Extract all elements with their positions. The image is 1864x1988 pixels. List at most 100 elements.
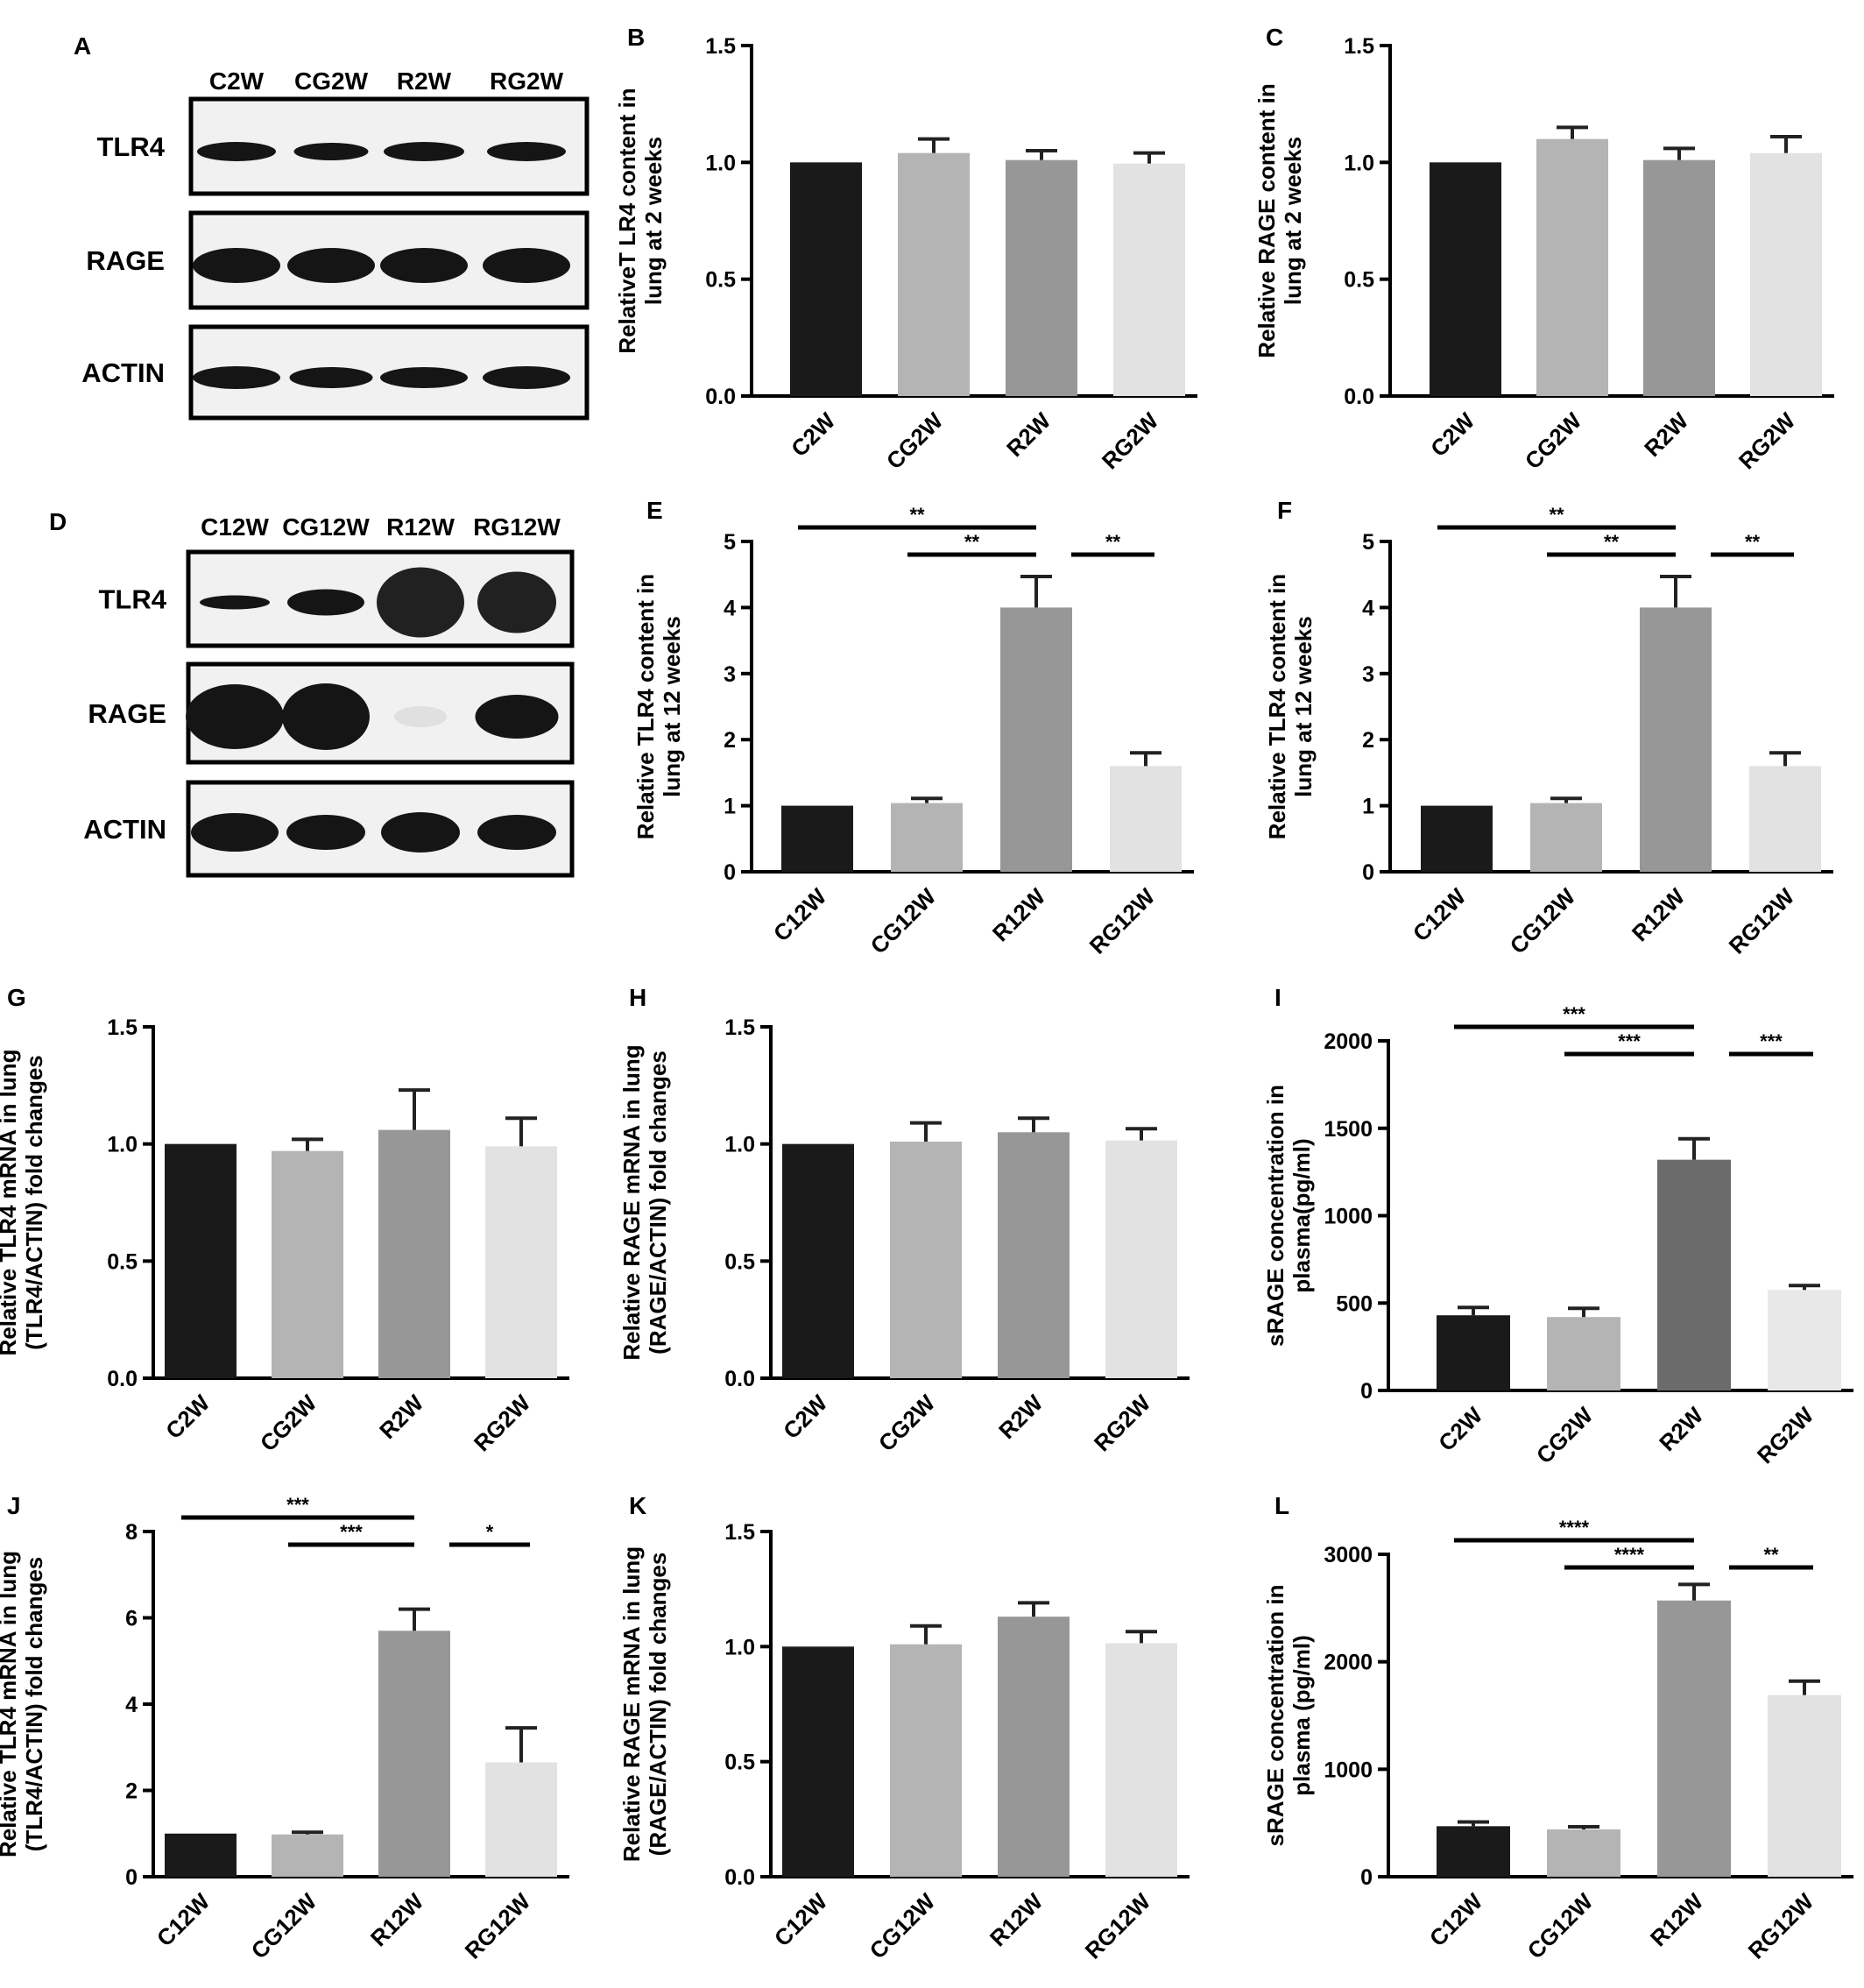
- y-tick-label: 1.0: [1344, 151, 1374, 175]
- significance-label: **: [964, 531, 980, 553]
- bar-cg2w: [890, 1141, 962, 1378]
- y-tick-label: 3: [724, 662, 736, 687]
- blot-band: [287, 248, 375, 283]
- y-axis-title: Relative TLR4 mRNA in lung(TLR4/ACTIN) f…: [0, 1049, 47, 1355]
- y-tick-label: 0: [1360, 1865, 1373, 1890]
- blot-row-label: TLR4: [99, 584, 167, 615]
- y-tick-label: 0: [1360, 1379, 1373, 1404]
- significance-label: ***: [1760, 1030, 1783, 1052]
- x-tick-label: C12W: [1424, 1888, 1488, 1952]
- bar-cg12w: [890, 1644, 962, 1877]
- y-tick-label: 1.0: [724, 1635, 755, 1659]
- x-tick-label: RG2W: [1752, 1402, 1819, 1469]
- x-tick-label: CG12W: [865, 883, 942, 959]
- blot-band: [197, 142, 276, 161]
- blot-band: [380, 367, 468, 388]
- y-axis-title-line: plasma (pg/ml): [1289, 1635, 1315, 1795]
- y-tick-label: 0.5: [107, 1249, 138, 1274]
- y-axis-title-line: Relative TLR4 mRNA in lung: [0, 1551, 21, 1857]
- significance-label: **: [1763, 1544, 1779, 1566]
- bar-c2w: [1437, 1315, 1510, 1390]
- bar-c12w: [165, 1833, 237, 1877]
- y-axis-title-line: sRAGE concentration in: [1262, 1584, 1289, 1846]
- x-tick-label: RG2W: [1089, 1390, 1156, 1457]
- significance-label: ****: [1559, 1517, 1590, 1539]
- y-axis-title-line: lung at 12 weeks: [1290, 616, 1317, 797]
- y-tick-label: 3000: [1324, 1543, 1373, 1567]
- x-tick-label: C12W: [769, 1888, 833, 1952]
- x-tick-label: R12W: [1627, 883, 1691, 947]
- blot-band: [394, 706, 447, 727]
- x-tick-label: C2W: [1425, 407, 1479, 462]
- blot-band: [287, 589, 364, 616]
- y-axis-title: sRAGE concentration inplasma (pg/ml): [1262, 1584, 1315, 1846]
- blot-band: [477, 815, 556, 850]
- x-tick-label: CG12W: [865, 1888, 941, 1964]
- bar-r12w: [378, 1631, 450, 1877]
- bar-rg12w: [485, 1762, 557, 1877]
- x-tick-label: CG12W: [246, 1888, 322, 1964]
- x-tick-label: RG12W: [1084, 883, 1161, 959]
- bar-c12w: [1421, 805, 1493, 872]
- y-tick-label: 1.0: [705, 151, 736, 175]
- chart-panel-f: F 0 1 2 3 4 5 Relative TLR4 content inlung at 1…: [1264, 497, 1833, 959]
- y-tick-label: 8: [125, 1520, 138, 1545]
- y-axis-title-line: sRAGE concentration in: [1262, 1085, 1289, 1347]
- bar-r12w: [1000, 607, 1072, 872]
- significance-label: ***: [340, 1521, 363, 1543]
- bar-rg2w: [1768, 1290, 1841, 1390]
- blot-band: [377, 567, 464, 638]
- blot-band: [483, 248, 570, 283]
- x-tick-label: R2W: [1654, 1402, 1708, 1456]
- blot-band: [487, 142, 566, 161]
- y-axis-title-line: lung at 2 weeks: [1280, 137, 1306, 305]
- x-tick-label: CG2W: [881, 407, 949, 475]
- x-tick-label: RG2W: [1097, 407, 1164, 475]
- blot-row-label: TLR4: [97, 131, 166, 162]
- x-tick-label: RG12W: [1724, 883, 1800, 959]
- y-tick-label: 1.5: [705, 34, 736, 59]
- x-tick-label: R12W: [365, 1888, 429, 1952]
- x-tick-label: CG2W: [255, 1390, 322, 1457]
- y-tick-label: 1.5: [724, 1520, 755, 1545]
- lane-label: C2W: [209, 67, 265, 95]
- significance-label: ***: [1618, 1030, 1641, 1052]
- y-tick-label: 1.0: [724, 1133, 755, 1157]
- x-tick-label: R2W: [1639, 407, 1693, 462]
- x-tick-label: CG12W: [1522, 1888, 1599, 1964]
- y-tick-label: 0: [125, 1865, 138, 1890]
- y-axis-title-line: Relative TLR4 content in: [1264, 574, 1290, 839]
- x-tick-label: C2W: [778, 1390, 832, 1444]
- y-tick-label: 4: [724, 596, 736, 620]
- chart-panel-k: K 0.0 0.5 1.0 1.5 Relative RAGE mRNA in lung(…: [618, 1492, 1190, 1964]
- y-tick-label: 0.0: [724, 1865, 755, 1890]
- bar-c2w: [165, 1143, 237, 1378]
- y-axis-title-line: Relative TLR4 content in: [632, 574, 659, 839]
- x-tick-label: CG12W: [1505, 883, 1581, 959]
- y-axis-title-line: (RAGE/ACTIN) fold changes: [645, 1051, 671, 1355]
- y-tick-label: 4: [125, 1693, 138, 1717]
- blot-band: [477, 571, 556, 633]
- blot-band: [186, 684, 284, 749]
- blot-row-label: ACTIN: [83, 814, 166, 845]
- bar-r12w: [1657, 1600, 1731, 1877]
- bar-r2w: [1006, 159, 1077, 396]
- y-tick-label: 4: [1362, 596, 1374, 620]
- x-tick-label: R12W: [987, 883, 1051, 947]
- significance-label: ***: [286, 1494, 309, 1516]
- y-axis-title-line: (TLR4/ACTIN) fold changes: [21, 1557, 47, 1852]
- bar-c12w: [1437, 1826, 1510, 1877]
- bar-r12w: [1640, 607, 1712, 872]
- y-axis-title-line: Relative RAGE content in: [1253, 83, 1280, 358]
- panel-label: D: [49, 508, 67, 535]
- y-tick-label: 1: [1362, 795, 1374, 819]
- y-axis-title-line: RelativeT LR4 content in: [614, 88, 640, 353]
- lane-label: CG2W: [294, 67, 369, 95]
- x-tick-label: CG2W: [1520, 407, 1587, 475]
- y-tick-label: 1000: [1324, 1758, 1373, 1782]
- bar-rg2w: [1750, 152, 1822, 396]
- lane-label: RG12W: [473, 513, 561, 541]
- x-tick-label: CG2W: [1531, 1402, 1599, 1469]
- y-axis-title-line: Relative RAGE mRNA in lung: [618, 1546, 645, 1862]
- bar-r2w: [378, 1129, 450, 1378]
